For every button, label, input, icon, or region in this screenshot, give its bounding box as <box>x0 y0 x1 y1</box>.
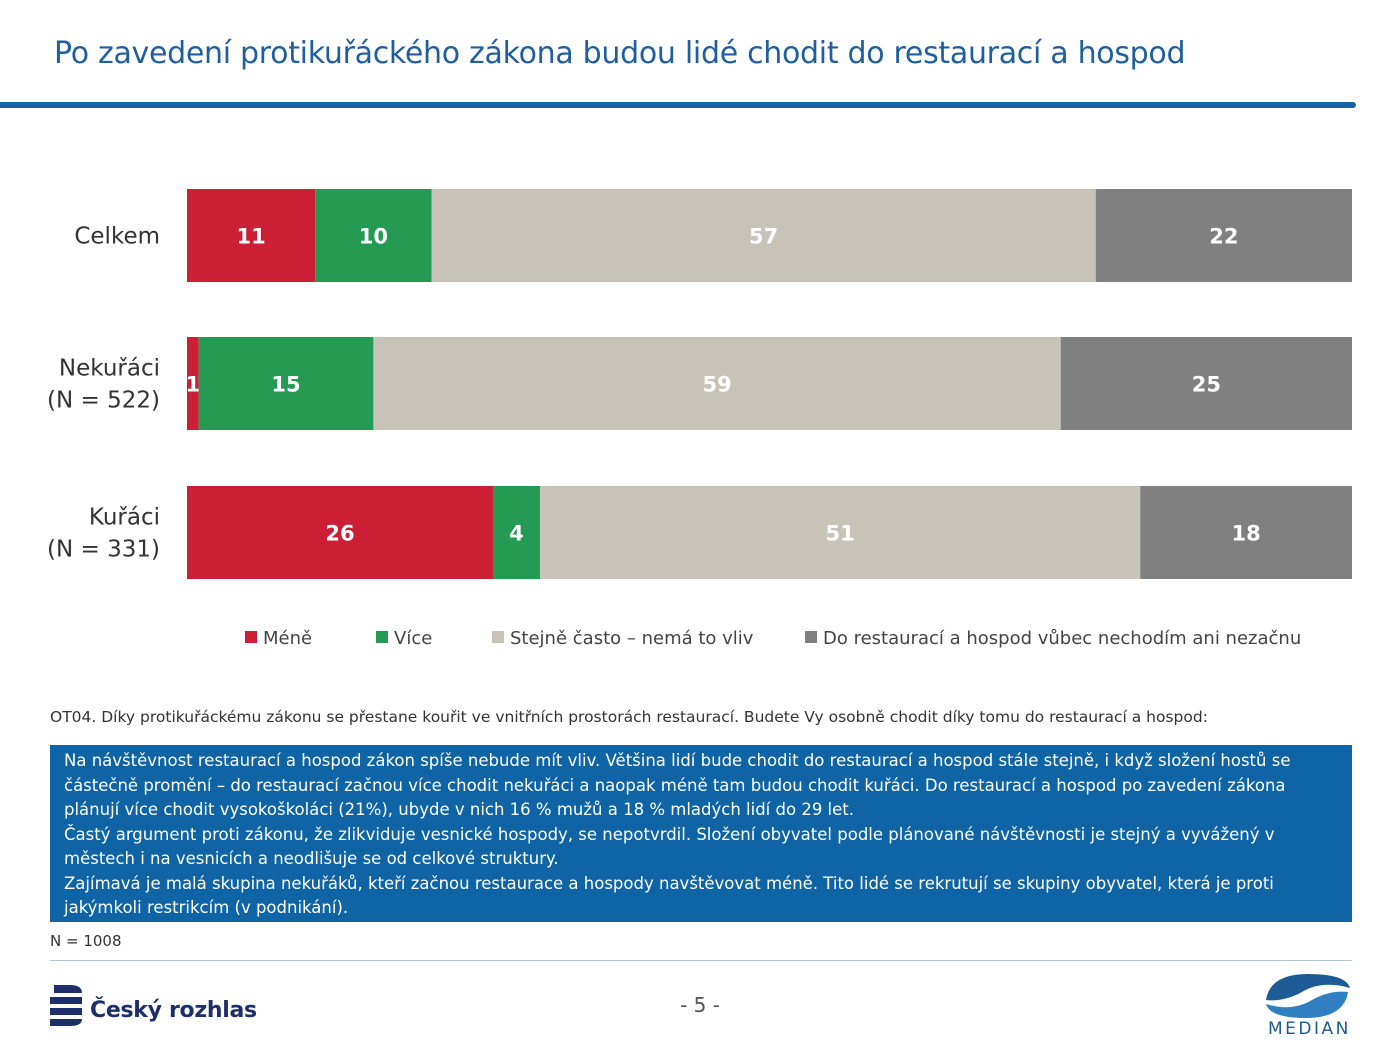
data-label-0-3: 22 <box>1209 225 1238 249</box>
category-label-1-0: Nekuřáci <box>59 356 160 382</box>
footer-divider <box>50 960 1352 961</box>
summary-paragraph-2: Častý argument proti zákonu, že zlikvidu… <box>64 824 1275 869</box>
summary-box: Na návštěvnost restaurací a hospod zákon… <box>50 745 1352 922</box>
page-title: Po zavedení protikuřáckého zákona budou … <box>54 36 1186 71</box>
legend-label-3: Do restaurací a hospod vůbec nechodím an… <box>823 628 1301 649</box>
legend-swatch-0 <box>245 631 257 643</box>
median-logo-text: MEDIAN <box>1268 1019 1351 1039</box>
bar-segment-0-1 <box>315 189 432 282</box>
legend-swatch-1 <box>376 631 388 643</box>
bar-segment-0-3 <box>1095 189 1352 282</box>
category-label-2-0: Kuřáci <box>89 505 160 531</box>
data-label-2-0: 26 <box>325 522 354 546</box>
bar-segment-2-2 <box>540 486 1141 579</box>
cesky-rozhlas-logo-text: Český rozhlas <box>90 998 257 1023</box>
bar-segment-0-2 <box>431 189 1096 282</box>
legend-swatch-3 <box>805 631 817 643</box>
data-label-1-0: 1 <box>186 373 201 397</box>
summary-paragraph-3: Zajímavá je malá skupina nekuřáků, kteří… <box>64 873 1274 918</box>
category-label-1-1: (N = 522) <box>47 388 160 414</box>
cesky-rozhlas-logo-icon <box>50 985 82 1026</box>
bar-segment-2-1 <box>492 486 541 579</box>
stacked-bar-chart: 11 10 57 22 Celkem 1 15 59 25 Nekuřáci (N = 522) 26… <box>47 189 1352 649</box>
data-label-1-2: 59 <box>702 373 731 397</box>
survey-question: OT04. Díky protikuřáckému zákonu se přes… <box>50 708 1208 726</box>
data-label-0-0: 11 <box>236 225 265 249</box>
bar-segment-1-3 <box>1060 337 1352 430</box>
page-number: - 5 - <box>680 993 720 1017</box>
data-label-2-3: 18 <box>1231 522 1260 546</box>
sample-size-note: N = 1008 <box>50 932 122 950</box>
title-underline <box>0 102 1356 108</box>
legend-label-0: Méně <box>263 628 312 649</box>
summary-paragraph-1: Na návštěvnost restaurací a hospod zákon… <box>64 751 1291 819</box>
category-label-2-1: (N = 331) <box>47 537 160 563</box>
category-label-0-0: Celkem <box>74 224 160 250</box>
bar-segment-2-0 <box>187 486 493 579</box>
bar-segment-1-2 <box>373 337 1061 430</box>
bar-segment-1-1 <box>198 337 374 430</box>
data-label-2-2: 51 <box>825 522 854 546</box>
data-label-2-1: 4 <box>509 522 524 546</box>
data-label-0-1: 10 <box>359 225 388 249</box>
bar-segment-2-3 <box>1140 486 1352 579</box>
data-label-0-2: 57 <box>749 225 778 249</box>
legend-swatch-2 <box>492 631 504 643</box>
legend-label-2: Stejně často – nemá to vliv <box>510 628 754 649</box>
data-label-1-1: 15 <box>271 373 300 397</box>
bar-segment-0-0 <box>187 189 316 282</box>
median-logo-icon <box>1266 974 1350 1018</box>
data-label-1-3: 25 <box>1192 373 1221 397</box>
bar-segment-1-0 <box>187 337 199 430</box>
legend-label-1: Více <box>394 628 432 649</box>
